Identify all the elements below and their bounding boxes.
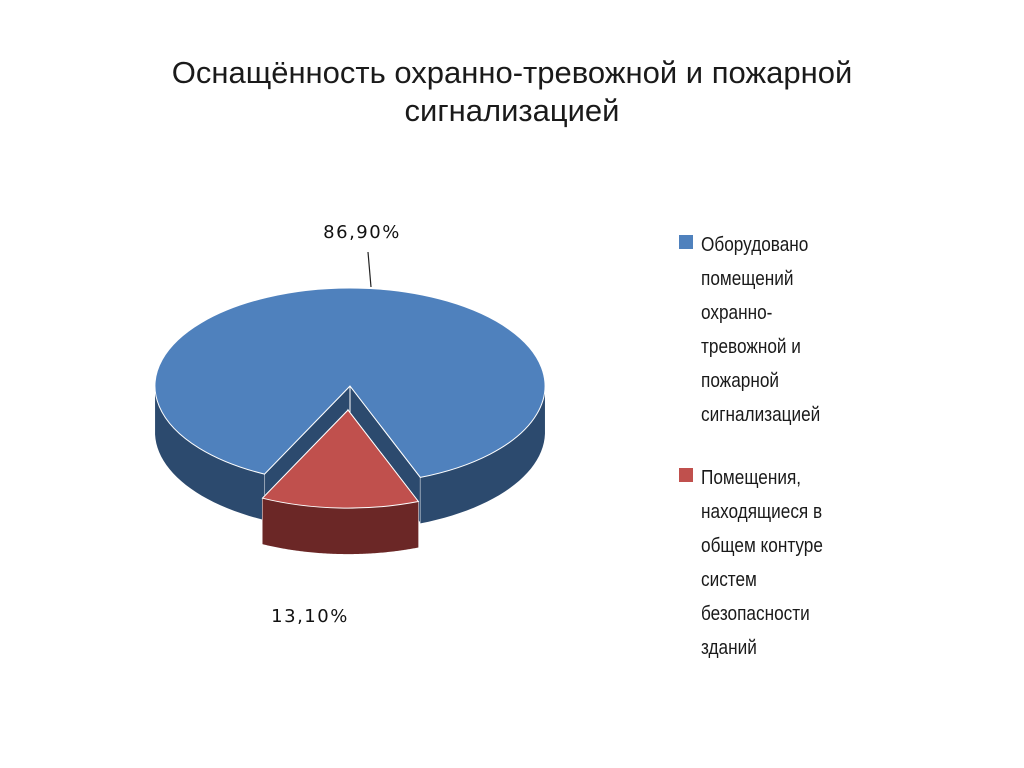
legend-item-slice-1: Оборудовано помещений охранно- тревожной…: [679, 228, 879, 432]
pie-slice-2: [261, 409, 420, 509]
chart-title-line-2: сигнализацией: [404, 93, 620, 128]
legend-swatch-slice-1: [679, 235, 693, 249]
legend-label-line: тревожной и: [701, 336, 801, 358]
legend-label-line: пожарной: [701, 370, 780, 392]
legend-label-line: зданий: [701, 637, 757, 659]
legend-label-line: систем: [701, 569, 757, 591]
legend-label-line: общем контуре: [701, 535, 823, 557]
pie-slice-1: [154, 287, 546, 478]
data-label-slice-2: 13,10%: [271, 606, 349, 627]
pie-slice-wall: [262, 498, 419, 555]
legend-label-line: Оборудовано: [701, 234, 809, 256]
legend-label-line: охранно-: [701, 302, 773, 324]
data-label-leader-line: [367, 251, 372, 288]
data-label-slice-1: 86,90%: [323, 222, 401, 243]
chart-legend: Оборудовано помещений охранно- тревожной…: [679, 228, 879, 665]
legend-label-line: Помещения,: [701, 467, 802, 489]
pie-slice-wall: [155, 387, 545, 524]
legend-label-line: безопасности: [701, 603, 810, 625]
legend-label-slice-1: Оборудовано помещений охранно- тревожной…: [701, 228, 882, 432]
legend-label-line: находящиеся в: [701, 501, 823, 523]
legend-item-slice-2: Помещения, находящиеся в общем контуре с…: [679, 461, 879, 665]
legend-swatch-slice-2: [679, 468, 693, 482]
legend-label-line: помещений: [701, 268, 794, 290]
pie-tops: [154, 287, 546, 509]
legend-label-line: сигнализацией: [701, 404, 821, 426]
chart-title-line-1: Оснащённость охранно-тревожной и пожарно…: [171, 55, 853, 90]
legend-label-slice-2: Помещения, находящиеся в общем контуре с…: [701, 461, 882, 665]
chart-title: Оснащённость охранно-тревожной и пожарно…: [112, 54, 912, 130]
